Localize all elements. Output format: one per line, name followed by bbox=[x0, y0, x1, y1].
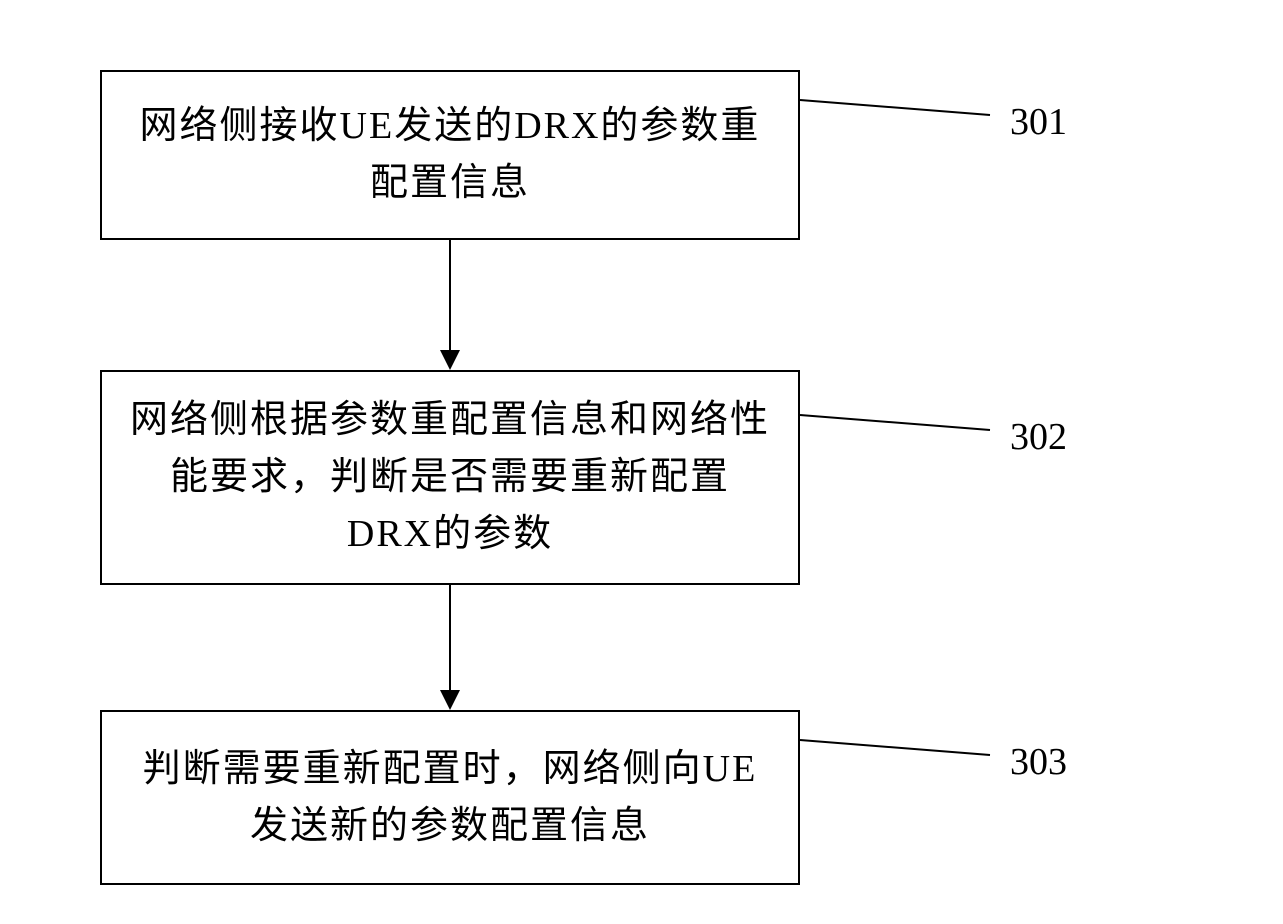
step-label-303: 303 bbox=[1010, 740, 1067, 784]
flow-box-step3: 判断需要重新配置时，网络侧向UE发送新的参数配置信息 bbox=[100, 710, 800, 885]
flow-box-text-step1: 网络侧接收UE发送的DRX的参数重配置信息 bbox=[127, 98, 773, 212]
flow-box-step2: 网络侧根据参数重配置信息和网络性能要求，判断是否需要重新配置DRX的参数 bbox=[100, 370, 800, 585]
flow-box-text-step2: 网络侧根据参数重配置信息和网络性能要求，判断是否需要重新配置DRX的参数 bbox=[127, 392, 773, 563]
flowchart-container: 网络侧接收UE发送的DRX的参数重配置信息 301 网络侧根据参数重配置信息和网… bbox=[0, 0, 1283, 924]
flow-box-text-step3: 判断需要重新配置时，网络侧向UE发送新的参数配置信息 bbox=[127, 741, 773, 855]
flow-box-step1: 网络侧接收UE发送的DRX的参数重配置信息 bbox=[100, 70, 800, 240]
step-label-302: 302 bbox=[1010, 415, 1067, 459]
step-label-301: 301 bbox=[1010, 100, 1067, 144]
